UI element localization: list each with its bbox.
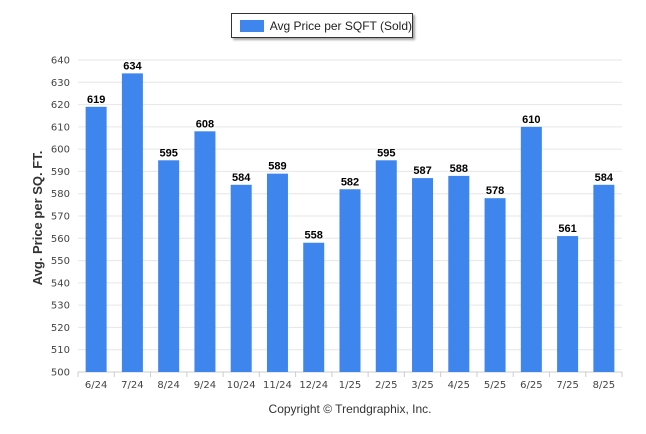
y-tick-label: 590 [51, 167, 70, 178]
data-label: 589 [268, 161, 286, 173]
y-tick-label: 600 [51, 145, 70, 156]
copyright-text: Copyright © Trendgraphix, Inc. [268, 402, 432, 416]
data-label: 608 [196, 118, 214, 130]
y-tick-label: 540 [51, 278, 70, 289]
x-tick-label: 4/25 [448, 380, 470, 391]
y-tick-label: 510 [51, 345, 70, 356]
data-label: 595 [377, 147, 395, 159]
y-tick-label: 530 [51, 301, 70, 312]
y-tick-label: 610 [51, 122, 70, 133]
bar [85, 106, 107, 373]
x-tick-label: 2/25 [375, 380, 397, 391]
x-tick-label: 8/25 [593, 380, 615, 391]
y-tick-label: 580 [51, 189, 70, 200]
x-tick-label: 6/25 [520, 380, 542, 391]
y-tick-label: 550 [51, 256, 70, 267]
legend: Avg Price per SQFT (Sold) [231, 13, 413, 38]
y-tick-label: 520 [51, 323, 70, 334]
data-label: 582 [341, 176, 359, 188]
data-label: 584 [595, 172, 614, 184]
y-tick-label: 630 [51, 78, 70, 89]
legend-swatch [240, 19, 264, 32]
x-tick-label: 5/25 [484, 380, 506, 391]
bar [303, 242, 325, 372]
x-tick-label: 1/25 [339, 380, 361, 391]
bar [121, 73, 143, 372]
y-tick-label: 620 [51, 100, 70, 111]
x-tick-label: 7/25 [556, 380, 578, 391]
data-label: 588 [450, 163, 468, 175]
y-tick-label: 500 [51, 368, 70, 379]
bar [339, 189, 361, 372]
data-label: 587 [413, 165, 431, 177]
bar [375, 160, 397, 372]
legend-label: Avg Price per SQFT (Sold) [269, 18, 412, 33]
bar [557, 236, 579, 372]
bar [593, 184, 615, 372]
bar [266, 173, 288, 372]
y-tick-label: 560 [51, 234, 70, 245]
data-label: 578 [486, 185, 504, 197]
y-axis-label: Avg. Price per SQ. FT. [30, 151, 45, 286]
bars [85, 73, 615, 373]
data-label: 558 [305, 230, 323, 242]
data-label: 561 [558, 223, 576, 235]
data-label: 595 [159, 147, 177, 159]
x-tick-label: 8/24 [157, 380, 179, 391]
bar [230, 184, 252, 372]
tick-labels: 500 510 520 530 540 550 560 570 580 590 600 610 620 6… [51, 56, 615, 392]
x-tick-label: 9/24 [194, 380, 216, 391]
bar [412, 178, 434, 372]
x-tick-label: 10/24 [227, 380, 256, 391]
bar [484, 198, 506, 372]
y-tick-label: 640 [51, 56, 70, 67]
x-tick-label: 12/24 [299, 380, 328, 391]
bar [448, 175, 470, 372]
x-tick-label: 7/24 [121, 380, 143, 391]
y-tick-label: 570 [51, 212, 70, 223]
bar [158, 160, 180, 372]
data-label: 610 [522, 114, 540, 126]
bar [194, 131, 216, 372]
x-tick-label: 11/24 [263, 380, 292, 391]
data-label: 634 [123, 60, 142, 72]
data-label: 584 [232, 172, 251, 184]
x-tick-label: 6/24 [85, 380, 107, 391]
bar [520, 126, 542, 372]
data-label: 619 [87, 94, 105, 106]
x-tick-label: 3/25 [411, 380, 433, 391]
